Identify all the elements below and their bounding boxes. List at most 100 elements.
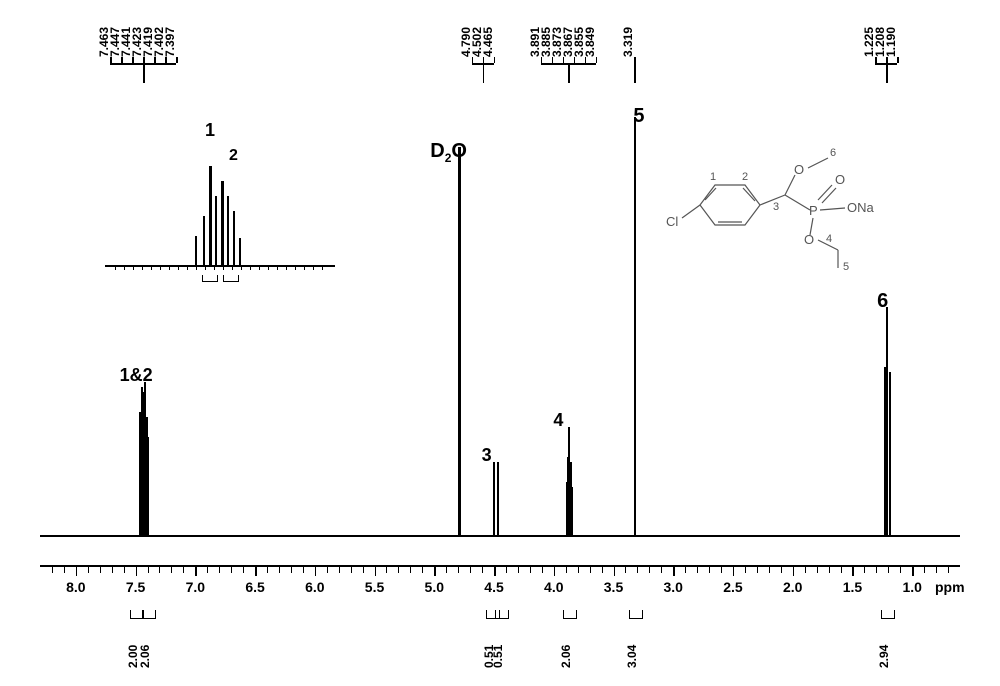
axis-unit-label: ppm [935, 579, 965, 595]
axis-tick-label: 2.5 [723, 579, 742, 595]
axis-minor-tick [398, 567, 399, 573]
axis-minor-tick [52, 567, 53, 573]
axis-minor-tick [410, 567, 411, 573]
inset-axis-tick [205, 266, 206, 270]
mol-label-4: 4 [826, 233, 832, 245]
mol-label-6: 6 [830, 147, 836, 159]
top-peak-label: 4.465 [481, 27, 495, 57]
x-axis: ppm 8.07.57.06.56.05.55.04.54.03.53.02.5… [40, 565, 960, 607]
mol-label-3: 3 [773, 201, 779, 213]
axis-minor-tick [614, 567, 615, 573]
axis-tick-label: 5.5 [365, 579, 384, 595]
top-tick-tie [176, 57, 178, 63]
axis-minor-tick [303, 567, 304, 573]
axis-minor-tick [745, 567, 746, 573]
axis-minor-tick [434, 567, 435, 573]
axis-minor-tick [733, 567, 734, 573]
peak-annotation: D2O [430, 140, 467, 165]
axis-minor-tick [124, 567, 125, 573]
inset-label-1: 1 [205, 120, 215, 141]
integral-bracket [629, 610, 643, 619]
axis-minor-tick [243, 567, 244, 573]
inset-multiplet-zoom: 1 2 [105, 125, 335, 295]
nmr-spectrum-figure: 7.4637.4477.4417.4237.4197.4027.3974.790… [40, 10, 960, 670]
inset-peak [233, 211, 235, 266]
integral-value: 2.94 [877, 645, 891, 668]
axis-minor-tick [888, 567, 889, 573]
axis-minor-tick [530, 567, 531, 573]
inset-axis-tick [187, 266, 188, 270]
inset-integral-bracket [223, 275, 239, 282]
axis-tick-label: 2.0 [783, 579, 802, 595]
axis-minor-tick [852, 567, 853, 573]
peak-annotation: 6 [877, 290, 888, 313]
axis-tick-label: 8.0 [66, 579, 85, 595]
axis-minor-tick [351, 567, 352, 573]
axis-minor-tick [183, 567, 184, 573]
top-peak-label: 3.319 [621, 27, 635, 57]
axis-tick-label: 3.5 [604, 579, 623, 595]
inset-axis-tick [151, 266, 152, 270]
inset-axis-tick [286, 266, 287, 270]
axis-minor-tick [566, 567, 567, 573]
axis-minor-tick [757, 567, 758, 573]
inset-axis-tick [223, 266, 224, 270]
inset-baseline [105, 265, 335, 267]
axis-minor-tick [864, 567, 865, 573]
atom-p: P [809, 203, 818, 218]
axis-minor-tick [817, 567, 818, 573]
inset-axis-tick [178, 266, 179, 270]
axis-minor-tick [64, 567, 65, 573]
axis-tick-label: 4.0 [544, 579, 563, 595]
axis-minor-tick [291, 567, 292, 573]
axis-minor-tick [279, 567, 280, 573]
axis-minor-tick [339, 567, 340, 573]
peak-annotation: 5 [633, 105, 644, 128]
axis-minor-tick [171, 567, 172, 573]
axis-minor-tick [494, 567, 495, 573]
axis-minor-tick [315, 567, 316, 573]
peak-annotation: 4 [553, 410, 563, 431]
axis-minor-tick [876, 567, 877, 573]
integral-value: 3.04 [625, 645, 639, 668]
peak-annotation: 3 [482, 445, 492, 466]
molecule-svg: Cl P O ONa O O 1 2 3 4 5 6 [660, 140, 900, 280]
integral-value: 0.51 [491, 645, 505, 668]
axis-minor-tick [769, 567, 770, 573]
integral-bracket [881, 610, 895, 619]
axis-minor-tick [207, 567, 208, 573]
axis-minor-tick [602, 567, 603, 573]
inset-integral-bracket [202, 275, 218, 282]
spectrum-peak [147, 437, 149, 537]
inset-axis-tick [250, 266, 251, 270]
axis-minor-tick [195, 567, 196, 573]
axis-minor-tick [470, 567, 471, 573]
inset-axis-tick [304, 266, 305, 270]
axis-minor-tick [219, 567, 220, 573]
axis-minor-tick [697, 567, 698, 573]
axis-minor-tick [458, 567, 459, 573]
inset-axis-tick [142, 266, 143, 270]
axis-minor-tick [625, 567, 626, 573]
molecule-structure: Cl P O ONa O O 1 2 3 4 5 6 [660, 140, 900, 280]
axis-minor-tick [948, 567, 949, 573]
axis-minor-tick [590, 567, 591, 573]
axis-minor-tick [363, 567, 364, 573]
inset-axis-tick [259, 266, 260, 270]
spectrum-baseline [40, 535, 960, 537]
spectrum-peak [497, 462, 499, 537]
inset-axis-tick [241, 266, 242, 270]
inset-label-2: 2 [229, 147, 238, 165]
axis-tick-label: 1.0 [902, 579, 921, 595]
inset-axis-tick [124, 266, 125, 270]
inset-axis-tick [232, 266, 233, 270]
axis-minor-tick [482, 567, 483, 573]
inset-peak [209, 166, 212, 266]
atom-o-me: O [794, 162, 804, 177]
axis-minor-tick [267, 567, 268, 573]
axis-tick-label: 5.0 [425, 579, 444, 595]
spectrum-peak [493, 462, 495, 537]
axis-minor-tick [76, 567, 77, 573]
inset-peak [227, 196, 229, 266]
axis-minor-tick [649, 567, 650, 573]
